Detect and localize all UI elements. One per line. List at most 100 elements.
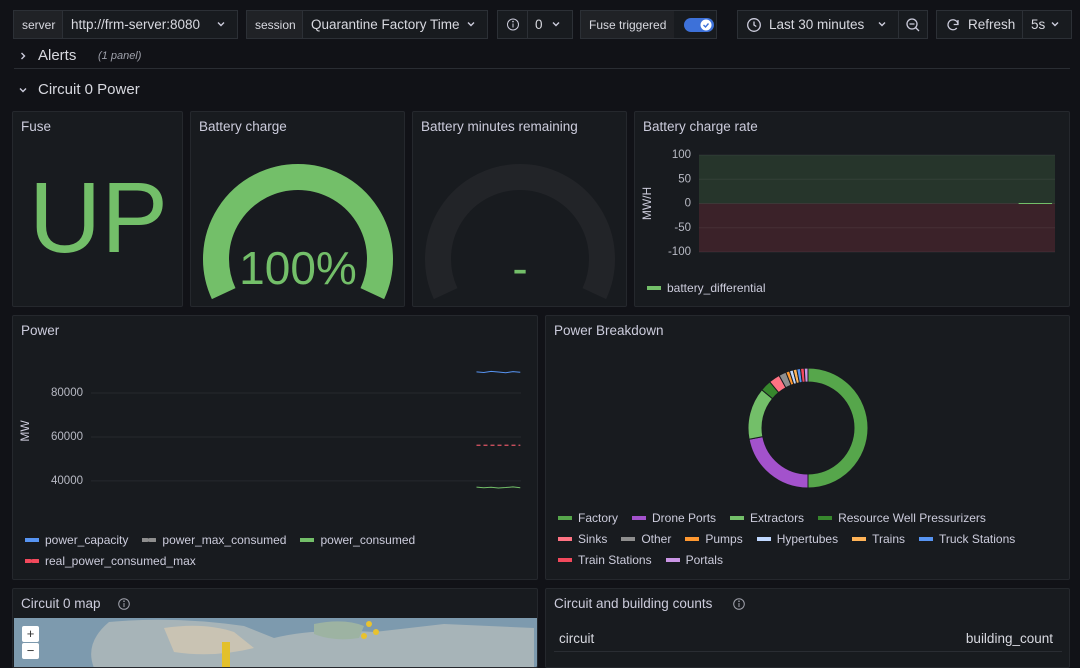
legend-item: Train Stations bbox=[558, 553, 652, 567]
legend-swatch bbox=[25, 559, 39, 563]
legend-swatch bbox=[730, 516, 745, 520]
legend-swatch bbox=[919, 537, 933, 541]
legend-label: battery_differential bbox=[667, 281, 766, 295]
server-select[interactable]: http://frm-server:8080 bbox=[62, 10, 238, 39]
y-tick-label: -100 bbox=[668, 246, 691, 258]
row-divider bbox=[14, 68, 1070, 69]
info-icon bbox=[118, 598, 130, 610]
legend-item: Pumps bbox=[685, 532, 743, 546]
chevron bbox=[878, 22, 886, 27]
panel-title: Battery minutes remaining bbox=[421, 119, 578, 134]
legend-swatch bbox=[685, 537, 700, 541]
info-value: 0 bbox=[535, 17, 543, 32]
chevron bbox=[1051, 22, 1059, 27]
y-tick-label: 50 bbox=[678, 173, 691, 185]
session-value: Quarantine Factory Time bbox=[311, 17, 460, 32]
donut-slice bbox=[747, 389, 774, 440]
session-select[interactable]: Quarantine Factory Time bbox=[302, 10, 488, 39]
gauge-background bbox=[425, 164, 615, 300]
legend-label: Hypertubes bbox=[776, 532, 839, 546]
row-title: Alerts bbox=[38, 47, 77, 64]
time-range-picker[interactable]: Last 30 minutes bbox=[737, 10, 899, 39]
legend-item: Sinks bbox=[558, 532, 607, 546]
legend-swatch bbox=[558, 516, 572, 520]
charge-rate-panel: Battery charge rate 100500-50-10013:0013… bbox=[634, 111, 1070, 307]
alerts-row[interactable]: Alerts (1 panel) bbox=[0, 47, 1080, 69]
legend-label: power_capacity bbox=[45, 533, 129, 547]
y-tick-label: -50 bbox=[674, 222, 691, 234]
legend-label: real_power_consumed_max bbox=[45, 554, 196, 568]
y-axis-label: MW bbox=[18, 420, 32, 442]
legend-swatch bbox=[300, 538, 315, 542]
panel-title: Power bbox=[21, 323, 60, 338]
battery-minutes-panel: Battery minutes remaining - bbox=[412, 111, 627, 307]
row-chevron bbox=[19, 88, 27, 93]
legend-label: Extractors bbox=[750, 511, 805, 525]
legend-label: Portals bbox=[685, 553, 723, 567]
row-note: (1 panel) bbox=[98, 50, 142, 62]
legend-swatch bbox=[142, 538, 157, 542]
legend-item: Trains bbox=[852, 532, 905, 546]
separator bbox=[1022, 11, 1023, 38]
legend-label: power_consumed bbox=[320, 533, 416, 547]
legend-label: power_max_consumed bbox=[162, 533, 287, 547]
legend-label: Trains bbox=[872, 532, 905, 546]
zoom-in-button[interactable]: + bbox=[22, 626, 39, 642]
legend-label: Other bbox=[641, 532, 672, 546]
threshold-band bbox=[699, 155, 1055, 204]
legend-item: Other bbox=[621, 532, 671, 546]
donut-slice bbox=[807, 367, 869, 489]
legend-item: Hypertubes bbox=[756, 532, 839, 546]
donut-slice bbox=[748, 436, 809, 489]
power-panel: Power 40000600008000013:0013:0513:1013:1… bbox=[12, 315, 538, 580]
column-header[interactable]: circuit bbox=[559, 631, 595, 646]
battery-charge-panel: Battery charge 100% bbox=[190, 111, 405, 307]
legend-item: Resource Well Pressurizers bbox=[818, 511, 986, 525]
legend-label: Factory bbox=[578, 511, 619, 525]
legend-swatch bbox=[558, 558, 572, 562]
column-header[interactable]: building_count bbox=[965, 631, 1053, 646]
fuse-toggle[interactable] bbox=[683, 17, 715, 33]
panel-title: Circuit and building counts bbox=[554, 596, 713, 611]
y-tick-label: 60000 bbox=[51, 431, 83, 443]
legend-item: power_max_consumed bbox=[142, 533, 286, 547]
series-line bbox=[476, 486, 521, 489]
refresh-icon bbox=[947, 18, 959, 30]
counts-panel: Circuit and building counts circuit buil… bbox=[545, 588, 1070, 668]
chevron bbox=[217, 22, 225, 27]
info-icon bbox=[733, 598, 745, 610]
donut-chart bbox=[747, 367, 869, 489]
legend-item: real_power_consumed_max bbox=[25, 554, 196, 568]
panel-title: Battery charge bbox=[199, 119, 287, 134]
legend-item: power_consumed bbox=[300, 533, 415, 547]
legend-swatch bbox=[818, 516, 833, 520]
zoom-icon bbox=[906, 17, 920, 31]
zoom-out-time[interactable] bbox=[898, 10, 928, 39]
gauge-arc bbox=[203, 164, 393, 300]
legend-item: battery_differential bbox=[647, 281, 766, 295]
legend-item: Portals bbox=[665, 553, 723, 567]
row-chevron bbox=[21, 52, 26, 60]
legend-swatch bbox=[647, 286, 661, 290]
circuit-row[interactable]: Circuit 0 Power bbox=[0, 80, 300, 102]
chevron bbox=[552, 22, 560, 27]
map-panel: Circuit 0 map + − bbox=[12, 588, 538, 668]
fuse-label: Fuse triggered bbox=[581, 11, 675, 38]
legend-swatch bbox=[558, 537, 572, 541]
clock-icon bbox=[747, 17, 761, 32]
legend-item: Drone Ports bbox=[632, 511, 716, 525]
panel-title: Fuse bbox=[21, 119, 52, 134]
refresh-interval: 5s bbox=[1031, 17, 1046, 32]
legend-swatch bbox=[665, 558, 680, 562]
series-line bbox=[476, 370, 521, 374]
zoom-out-button[interactable]: − bbox=[22, 643, 39, 659]
info-select[interactable]: 0 bbox=[497, 10, 573, 39]
threshold-band bbox=[699, 203, 1055, 252]
refresh-picker[interactable]: Refresh 5s bbox=[936, 10, 1072, 39]
server-value: http://frm-server:8080 bbox=[71, 17, 201, 32]
legend-item: Factory bbox=[558, 511, 618, 525]
dashboard: server http://frm-server:8080 session Qu… bbox=[0, 10, 1080, 668]
legend: power_capacity power_max_consumed power_co… bbox=[25, 533, 425, 568]
row-title: Circuit 0 Power bbox=[38, 81, 140, 98]
legend-label: Truck Stations bbox=[939, 532, 1016, 546]
